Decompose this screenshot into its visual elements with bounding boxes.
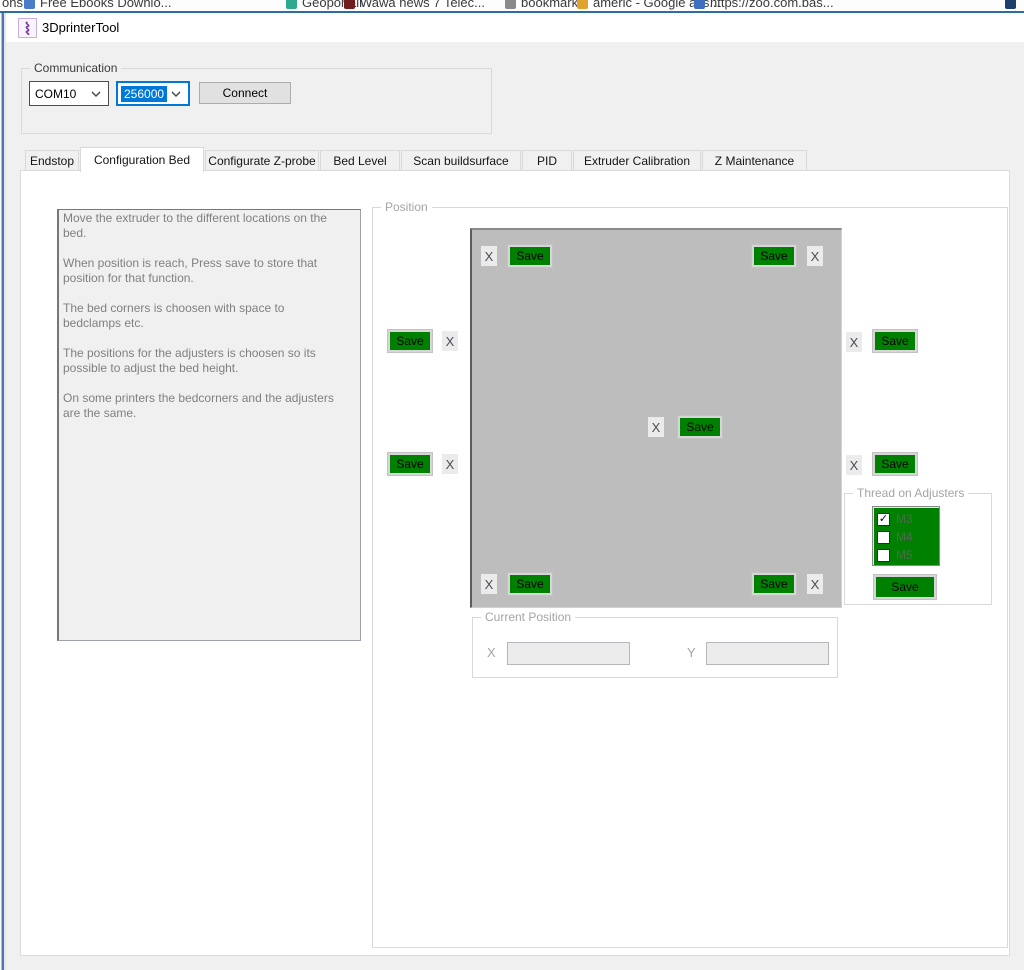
marker-left-upper-adjuster: X [442, 331, 458, 351]
marker-bed-bottom-left: X [481, 574, 497, 594]
thread-option-label: M5 [896, 548, 913, 562]
bookmark-favicon [505, 0, 516, 9]
position-label: Position [381, 200, 432, 214]
bookmark-item[interactable] [1005, 0, 1016, 11]
bookmark-favicon [24, 0, 35, 9]
save-bed-bottom-left-button[interactable]: Save [508, 573, 552, 595]
bookmark-item[interactable]: https://zoo.com.bas... [694, 0, 834, 11]
app-icon [18, 18, 37, 38]
current-position-label: Current Position [481, 610, 576, 624]
bookmark-label: americ - Google ass... [593, 0, 721, 10]
save-left-upper-adjuster-button[interactable]: Save [388, 330, 432, 352]
save-right-lower-adjuster-button[interactable]: Save [873, 453, 917, 475]
window-title: 3DprinterTool [42, 20, 120, 35]
bookmark-item[interactable]: Free Ebooks Downlo... [24, 0, 172, 11]
chevron-down-icon [91, 91, 101, 97]
thread-option-m4[interactable]: M4 [877, 528, 939, 546]
bookmark-favicon [694, 0, 705, 9]
bookmark-item[interactable]: Wawa news 7 Telec... [344, 0, 485, 11]
thread-on-adjusters-groupbox: Thread on Adjusters [844, 486, 992, 605]
bookmark-label: https://zoo.com.bas... [710, 0, 834, 10]
marker-bed-center: X [648, 417, 664, 437]
thread-option-label: M3 [896, 512, 913, 526]
checkbox-checked-icon[interactable]: ✓ [877, 512, 890, 526]
window-left-edge [0, 13, 1, 970]
bookmark-favicon [286, 0, 297, 9]
tab-pid[interactable]: PID [522, 150, 572, 171]
bookmark-label: Geoportail [302, 0, 362, 10]
bookmark-favicon [344, 0, 355, 9]
marker-right-lower-adjuster: X [846, 455, 862, 475]
instructions-textbox[interactable]: Move the extruder to the different locat… [57, 209, 361, 641]
thread-size-checklist: ✓ M3 M4 M5 [872, 506, 940, 566]
bookmark-item[interactable]: ons [2, 0, 23, 11]
tab-scan-buildsurface[interactable]: Scan buildsurface [401, 150, 521, 171]
bookmark-label: bookmarks [521, 0, 585, 10]
marker-bed-bottom-right: X [807, 574, 823, 594]
marker-bed-top-left: X [481, 246, 497, 266]
communication-groupbox: Communication [21, 61, 492, 134]
bookmark-favicon [577, 0, 588, 9]
baud-rate-value: 256000 [121, 85, 168, 102]
position-groupbox: Position [372, 200, 1008, 948]
tab-extruder-calibration[interactable]: Extruder Calibration [573, 150, 701, 171]
thread-option-m5[interactable]: M5 [877, 546, 939, 564]
current-x-field[interactable] [507, 642, 630, 665]
checkbox-unchecked-icon[interactable] [877, 530, 890, 544]
tab-endstop[interactable]: Endstop [25, 150, 79, 171]
marker-bed-top-right: X [807, 246, 823, 266]
marker-right-upper-adjuster: X [846, 332, 862, 352]
tab-bed-level[interactable]: Bed Level [320, 150, 400, 171]
window-left-edge [2, 13, 4, 970]
bookmark-favicon [1005, 0, 1016, 9]
bookmark-item[interactable]: Geoportail [286, 0, 362, 11]
save-bed-bottom-right-button[interactable]: Save [752, 573, 796, 595]
window-top-border [0, 11, 1024, 13]
save-left-lower-adjuster-button[interactable]: Save [388, 453, 432, 475]
window-left-edge [1, 13, 2, 970]
save-thread-button[interactable]: Save [874, 575, 936, 599]
tab-z-maintenance[interactable]: Z Maintenance [702, 150, 807, 171]
com-port-value: COM10 [35, 86, 77, 101]
tab-configuration-bed[interactable]: Configuration Bed [80, 147, 204, 172]
current-x-label: X [487, 645, 496, 660]
bookmark-label: ons [2, 0, 23, 10]
checkbox-unchecked-icon[interactable] [877, 548, 890, 562]
title-bar: 3DprinterTool [6, 13, 1024, 42]
baud-rate-dropdown[interactable]: 256000 [116, 81, 190, 106]
communication-label: Communication [30, 61, 122, 75]
bookmark-label: Wawa news 7 Telec... [360, 0, 485, 10]
save-bed-top-left-button[interactable]: Save [508, 245, 552, 267]
com-port-dropdown[interactable]: COM10 [29, 81, 109, 106]
thread-option-label: M4 [896, 530, 913, 544]
bookmark-item[interactable]: bookmarks [505, 0, 585, 11]
chevron-down-icon [171, 91, 181, 97]
thread-on-adjusters-label: Thread on Adjusters [853, 486, 969, 500]
tab-configurate-z-probe[interactable]: Configurate Z-probe [205, 150, 319, 171]
bookmark-label: Free Ebooks Downlo... [40, 0, 172, 10]
browser-bookmarks-bar: ons Free Ebooks Downlo... Geoportail Waw… [0, 0, 1024, 11]
bookmark-item[interactable]: americ - Google ass... [577, 0, 720, 11]
thread-option-m3[interactable]: ✓ M3 [877, 510, 939, 528]
window-left-edge [4, 13, 6, 970]
hourglass-glyph-icon [25, 21, 30, 35]
save-right-upper-adjuster-button[interactable]: Save [873, 330, 917, 352]
current-y-field[interactable] [706, 642, 829, 665]
save-bed-center-button[interactable]: Save [678, 416, 722, 438]
marker-left-lower-adjuster: X [442, 454, 458, 474]
save-bed-top-right-button[interactable]: Save [752, 245, 796, 267]
connect-button[interactable]: Connect [199, 82, 291, 104]
current-y-label: Y [687, 645, 696, 660]
